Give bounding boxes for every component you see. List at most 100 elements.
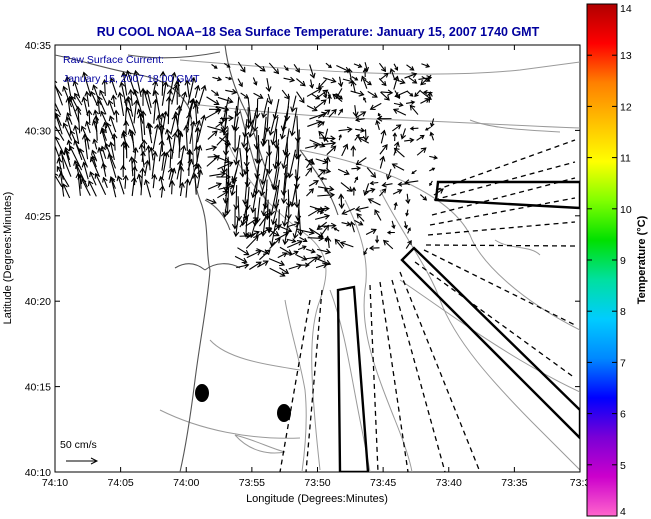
current-vector-head (281, 221, 288, 227)
current-vector-head (75, 163, 81, 170)
current-vector-head (244, 204, 251, 211)
current-vector (206, 96, 220, 105)
current-vector (171, 132, 177, 160)
current-vector-head (309, 84, 315, 89)
current-vector (237, 247, 249, 256)
current-vector-head (159, 185, 166, 192)
current-vector-head (409, 137, 415, 143)
current-vector (338, 128, 352, 132)
current-vector (376, 120, 380, 131)
current-vector (337, 168, 350, 175)
current-vector (245, 155, 249, 174)
current-vector-head (424, 127, 429, 131)
current-vector (185, 125, 188, 151)
current-vector (317, 194, 335, 197)
current-vector-head (383, 72, 389, 78)
current-vector-head (55, 80, 58, 84)
current-vector-head (275, 223, 282, 230)
current-vector-head (231, 88, 238, 95)
current-vector-head (228, 115, 234, 122)
current-vector-head (80, 125, 87, 132)
current-vector (350, 90, 364, 96)
current-vector (355, 206, 369, 211)
current-vector-head (297, 230, 304, 237)
current-vector (356, 157, 367, 166)
current-vector (101, 146, 107, 159)
current-vector (296, 228, 314, 234)
current-vector (380, 73, 389, 80)
current-vector-head (223, 186, 230, 193)
current-vector-head (311, 256, 318, 263)
current-vector-head (438, 188, 444, 194)
current-vector (98, 147, 106, 170)
current-vector-head (132, 88, 139, 95)
current-vector-head (55, 136, 60, 142)
current-vector-head (260, 230, 267, 237)
current-vector (351, 76, 358, 81)
colorbar-tick-label: 14 (620, 3, 632, 15)
current-vector (315, 263, 328, 269)
current-vector-head (227, 97, 234, 104)
current-vector (226, 127, 229, 148)
current-vector (414, 89, 421, 97)
current-vector (127, 96, 134, 117)
current-vector (252, 189, 258, 213)
current-vector (379, 156, 384, 169)
current-vector-head (136, 108, 143, 115)
current-vector-head (343, 169, 350, 176)
current-vector-head (158, 139, 165, 146)
current-vector-head (323, 224, 329, 231)
current-vector-head (346, 186, 353, 192)
current-vector (407, 91, 414, 97)
current-vector-head (151, 173, 158, 180)
current-vector-head (341, 209, 348, 216)
current-vector (268, 208, 271, 233)
colorbar-ticks: 4 5 6 7 8 9 10 11 12 13 14 (587, 3, 632, 518)
current-vector (151, 151, 156, 177)
current-vector (242, 207, 247, 226)
current-vector-head (407, 240, 412, 246)
current-vector (299, 236, 307, 242)
current-vector (195, 128, 199, 150)
current-vector (295, 186, 298, 208)
x-axis-label: Longitude (Degrees:Minutes) (246, 493, 388, 505)
current-vector (368, 198, 381, 206)
contour-line (209, 339, 301, 371)
current-vector-head (243, 262, 250, 269)
current-vector-head (80, 178, 87, 185)
current-vector (296, 115, 299, 142)
current-vector-head (382, 239, 389, 246)
current-vector (288, 264, 302, 270)
current-vector (305, 248, 316, 253)
current-vector (262, 216, 267, 236)
current-vector-head (320, 99, 327, 105)
current-vector (171, 85, 177, 105)
current-vector (60, 173, 65, 197)
current-vector-head (94, 172, 101, 179)
current-vector-head (319, 210, 324, 215)
coastline-segment (174, 263, 206, 271)
current-vector (142, 111, 146, 136)
current-vector-head (281, 198, 288, 204)
current-vector-head (184, 178, 191, 185)
current-vector (178, 132, 181, 159)
current-vector-head (427, 91, 433, 97)
current-vector (246, 186, 250, 210)
current-vector-head (261, 112, 268, 119)
current-vector-head (301, 245, 307, 250)
current-vector (279, 267, 289, 274)
current-vector-head (109, 177, 116, 184)
current-vector (296, 91, 305, 103)
current-vector (274, 166, 280, 190)
current-vector-head (393, 141, 400, 148)
current-vector-head (145, 144, 152, 151)
current-vector (62, 183, 71, 199)
current-vector-head (363, 96, 367, 101)
current-vector-head (50, 93, 55, 98)
current-vector (309, 205, 324, 212)
current-vector-head (131, 165, 138, 172)
current-vector-head (338, 95, 343, 100)
coastline-segment (127, 51, 221, 59)
current-vector (245, 199, 248, 219)
